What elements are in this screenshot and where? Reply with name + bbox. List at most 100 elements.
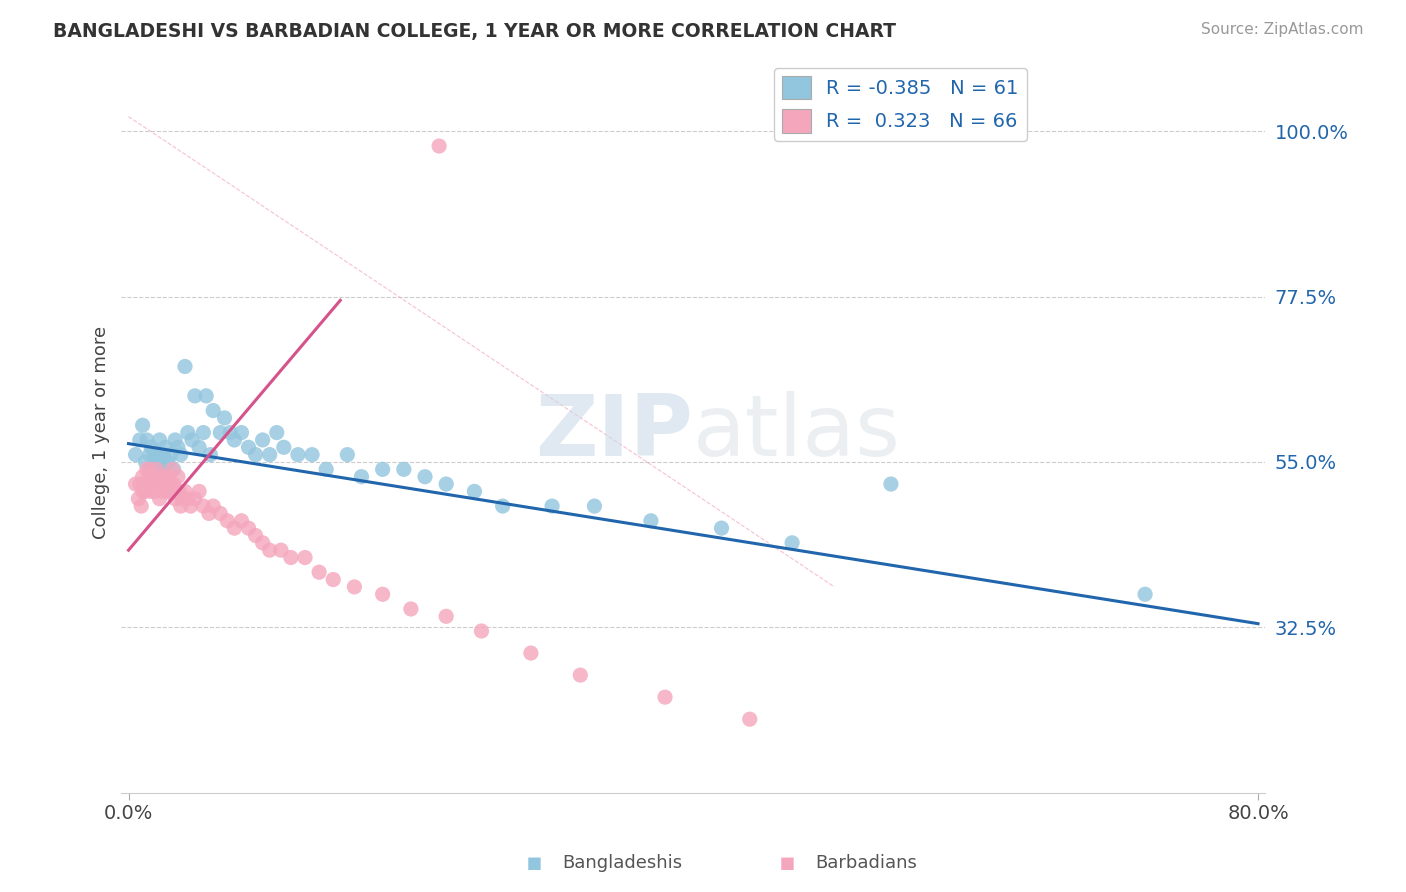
Point (259, 448, 281, 462)
Point (209, 507, 232, 521)
Point (569, 668, 592, 682)
Point (160, 448, 183, 462)
Point (169, 484, 191, 499)
Text: ▪: ▪ (779, 852, 796, 875)
Point (131, 418, 153, 433)
Point (181, 433, 204, 447)
Point (146, 448, 169, 462)
Point (155, 440, 177, 454)
Text: Source: ZipAtlas.com: Source: ZipAtlas.com (1201, 22, 1364, 37)
Point (654, 690, 676, 705)
Point (231, 514, 253, 528)
Point (172, 491, 194, 506)
Point (470, 624, 492, 638)
Text: Barbadians: Barbadians (815, 855, 917, 872)
Point (371, 462, 394, 476)
Point (392, 462, 415, 476)
Text: BANGLADESHI VS BARBADIAN COLLEGE, 1 YEAR OR MORE CORRELATION CHART: BANGLADESHI VS BARBADIAN COLLEGE, 1 YEAR… (53, 22, 897, 41)
Point (167, 440, 190, 454)
Point (142, 469, 165, 483)
Point (124, 477, 146, 491)
Point (141, 477, 163, 491)
Point (427, 139, 450, 153)
Point (371, 587, 394, 601)
Point (541, 499, 564, 513)
Point (139, 440, 162, 454)
Point (193, 499, 215, 513)
Point (413, 469, 436, 483)
Point (180, 499, 202, 513)
Point (336, 448, 359, 462)
Point (142, 462, 165, 476)
Point (184, 389, 207, 403)
Point (165, 491, 187, 506)
Point (270, 543, 292, 558)
Point (150, 455, 173, 469)
Point (132, 477, 155, 491)
Point (167, 469, 190, 483)
Point (322, 573, 344, 587)
Point (252, 536, 274, 550)
Point (195, 389, 218, 403)
Point (463, 484, 485, 499)
Point (131, 469, 153, 483)
Point (520, 646, 543, 660)
Point (159, 477, 181, 491)
Point (350, 469, 373, 483)
Point (238, 521, 260, 535)
Point (162, 462, 184, 476)
Point (188, 484, 211, 499)
Point (245, 448, 267, 462)
Point (198, 507, 221, 521)
Point (135, 433, 157, 447)
Point (166, 484, 188, 499)
Point (583, 499, 606, 513)
Point (139, 484, 162, 499)
Text: atlas: atlas (693, 391, 901, 475)
Point (287, 448, 309, 462)
Point (152, 448, 174, 462)
Point (343, 580, 366, 594)
Point (134, 455, 156, 469)
Point (148, 433, 170, 447)
Point (124, 448, 146, 462)
Point (710, 521, 733, 535)
Point (308, 566, 330, 580)
Point (152, 469, 174, 483)
Point (301, 448, 323, 462)
Point (214, 411, 236, 425)
Point (165, 433, 187, 447)
Point (148, 491, 170, 506)
Point (780, 536, 803, 550)
Point (219, 425, 242, 440)
Point (157, 455, 180, 469)
Point (149, 462, 172, 476)
Point (193, 425, 215, 440)
Point (231, 425, 253, 440)
Point (252, 433, 274, 447)
Point (184, 491, 207, 506)
Point (202, 403, 225, 417)
Point (149, 477, 172, 491)
Point (138, 469, 160, 483)
Point (174, 484, 197, 499)
Point (238, 440, 260, 454)
Point (259, 543, 281, 558)
Point (160, 484, 183, 499)
Point (177, 425, 200, 440)
Point (136, 477, 159, 491)
Point (224, 521, 246, 535)
Point (155, 477, 177, 491)
Point (170, 448, 193, 462)
Point (127, 491, 149, 506)
Text: Bangladeshis: Bangladeshis (562, 855, 682, 872)
Point (157, 469, 180, 483)
Point (163, 477, 186, 491)
Point (315, 462, 337, 476)
Point (138, 448, 160, 462)
Point (143, 484, 166, 499)
Point (138, 462, 160, 476)
Point (434, 609, 457, 624)
Point (492, 499, 515, 513)
Text: ▪: ▪ (526, 852, 543, 875)
